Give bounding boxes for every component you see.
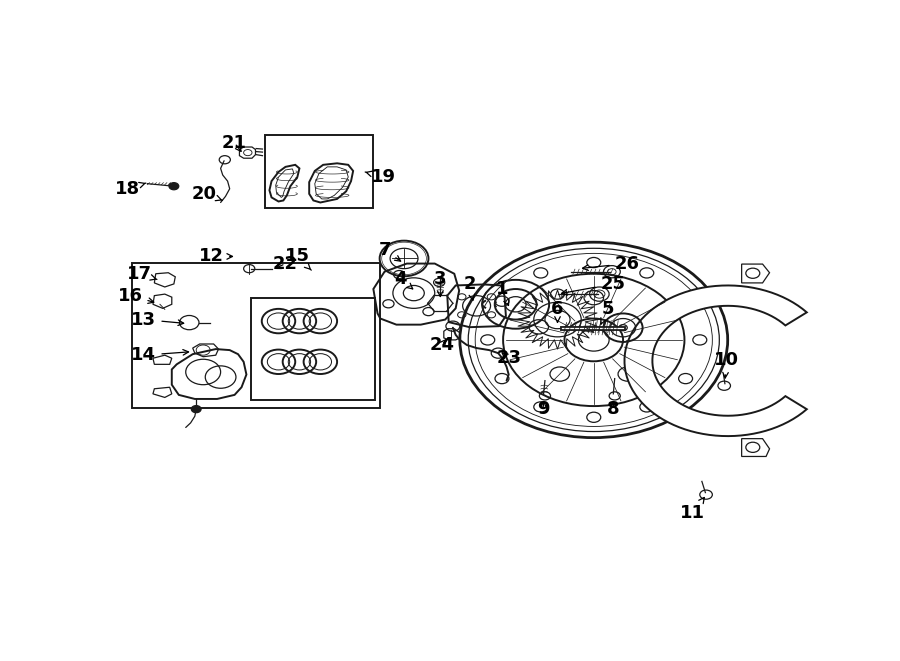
- Text: 21: 21: [222, 134, 248, 152]
- Bar: [132, 262, 380, 408]
- Text: 14: 14: [131, 346, 189, 364]
- Text: 9: 9: [537, 400, 550, 418]
- Text: 8: 8: [607, 400, 619, 418]
- Text: 12: 12: [199, 247, 232, 266]
- Text: 19: 19: [365, 168, 396, 186]
- Text: 2: 2: [464, 275, 476, 300]
- Bar: [265, 136, 373, 208]
- Text: 25: 25: [562, 275, 626, 295]
- Polygon shape: [625, 286, 806, 436]
- Text: 5: 5: [601, 300, 614, 324]
- Text: 10: 10: [714, 351, 739, 378]
- Text: 4: 4: [394, 270, 413, 289]
- Text: 3: 3: [434, 270, 446, 297]
- Text: 26: 26: [582, 254, 640, 272]
- Text: 18: 18: [115, 180, 146, 198]
- Text: 20: 20: [192, 185, 222, 203]
- Text: 17: 17: [127, 265, 157, 283]
- Text: 23: 23: [496, 349, 521, 368]
- Text: 16: 16: [117, 287, 154, 305]
- Circle shape: [192, 406, 201, 412]
- Text: 24: 24: [429, 336, 454, 354]
- Text: 11: 11: [680, 498, 706, 522]
- Text: 6: 6: [552, 300, 563, 323]
- Bar: [250, 298, 374, 400]
- Text: 15: 15: [284, 247, 311, 270]
- Text: 22: 22: [273, 254, 298, 272]
- Text: 13: 13: [131, 311, 184, 329]
- Text: 7: 7: [378, 241, 400, 261]
- Text: 1: 1: [496, 280, 508, 305]
- Circle shape: [169, 182, 179, 190]
